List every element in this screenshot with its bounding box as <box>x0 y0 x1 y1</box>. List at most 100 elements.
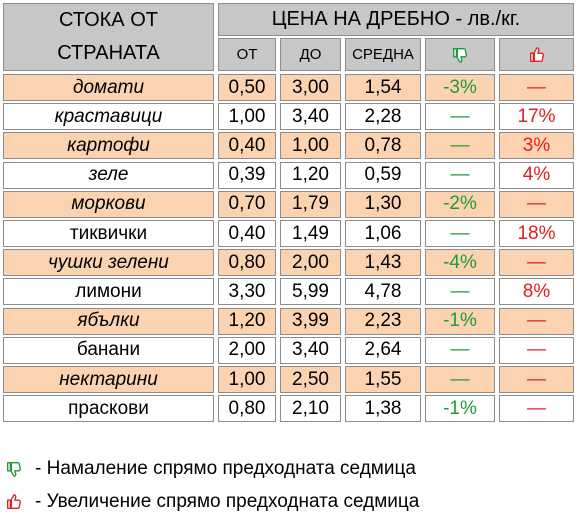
table-row: лимони 3,30 5,99 4,78—8% <box>0 278 577 306</box>
cell-up: — <box>499 336 574 364</box>
legend-up-text: - Увеличение спрямо предходната седмица <box>35 491 420 512</box>
cell-name: домати <box>3 74 214 101</box>
cell-up: — <box>499 366 574 393</box>
cell-name: лимони <box>3 278 214 306</box>
cell-avg: 4,78 <box>345 278 421 306</box>
cell-avg: 1,54 <box>345 74 421 101</box>
cell-down: — <box>425 132 495 160</box>
cell-from: 2,00 <box>218 336 276 364</box>
cell-up: — <box>499 190 574 218</box>
header-down <box>425 38 495 71</box>
thumb-down-green-icon <box>5 460 23 478</box>
cell-down: — <box>425 336 495 364</box>
table-row: ябълки 1,20 3,99 2,23 -1% — <box>0 307 577 335</box>
legend-up: - Увеличение спрямо предходната седмица <box>5 491 419 513</box>
table-row: банани 2,00 3,40 2,64— — <box>0 336 577 364</box>
cell-avg: 1,43 <box>345 249 421 277</box>
cell-to: 3,40 <box>280 336 341 364</box>
cell-to: 3,00 <box>280 74 341 101</box>
cell-down: -2% <box>425 190 495 218</box>
legend-down: - Намаление спрямо предходната седмица <box>5 458 416 480</box>
cell-to: 1,49 <box>280 220 341 247</box>
thumb-up-red-icon <box>5 493 23 511</box>
cell-avg: 0,59 <box>345 161 421 189</box>
cell-to: 2,10 <box>280 395 341 423</box>
product-header: СТОКА ОТ СТРАНАТА <box>3 3 214 71</box>
cell-down: — <box>425 366 495 393</box>
table-row: краставици 1,00 3,40 2,28—17% <box>0 103 577 131</box>
product-header-line2: СТРАНАТА <box>57 42 160 64</box>
cell-name: праскови <box>3 395 214 423</box>
cell-up: 17% <box>499 103 574 131</box>
cell-name: моркови <box>3 190 214 218</box>
cell-name: банани <box>3 336 214 364</box>
cell-from: 0,70 <box>218 190 276 218</box>
cell-name: зеле <box>3 161 214 189</box>
cell-from: 0,40 <box>218 220 276 247</box>
cell-down: — <box>425 161 495 189</box>
cell-to: 1,79 <box>280 190 341 218</box>
cell-avg: 2,64 <box>345 336 421 364</box>
cell-to: 1,00 <box>280 132 341 160</box>
cell-name: картофи <box>3 132 214 160</box>
cell-to: 2,50 <box>280 366 341 393</box>
header-to: ДО <box>280 38 341 71</box>
cell-from: 1,00 <box>218 103 276 131</box>
header-up <box>499 38 574 71</box>
cell-to: 1,20 <box>280 161 341 189</box>
cell-avg: 2,23 <box>345 307 421 335</box>
cell-to: 5,99 <box>280 278 341 306</box>
cell-down: -4% <box>425 249 495 277</box>
cell-from: 0,50 <box>218 74 276 101</box>
header-avg: СРЕДНА <box>345 38 421 71</box>
cell-up: — <box>499 395 574 423</box>
cell-up: 8% <box>499 278 574 306</box>
cell-down: -1% <box>425 307 495 335</box>
cell-up: — <box>499 74 574 101</box>
cell-avg: 1,30 <box>345 190 421 218</box>
table-row: праскови 0,80 2,10 1,38 -1% — <box>0 395 577 423</box>
cell-avg: 2,28 <box>345 103 421 131</box>
table-row: зеле 0,39 1,20 0,59—4% <box>0 161 577 189</box>
cell-avg: 1,38 <box>345 395 421 423</box>
product-header-line1: СТОКА ОТ <box>59 9 158 31</box>
cell-from: 0,40 <box>218 132 276 160</box>
cell-to: 3,40 <box>280 103 341 131</box>
cell-name: ябълки <box>3 307 214 335</box>
thumb-up-red-icon <box>529 46 544 62</box>
cell-name: нектарини <box>3 366 214 393</box>
cell-from: 1,00 <box>218 366 276 393</box>
price-title: ЦЕНА НА ДРЕБНО - лв./кг. <box>218 3 574 36</box>
header-from: ОТ <box>218 38 276 71</box>
table-row: картофи 0,40 1,00 0,78—3% <box>0 132 577 160</box>
cell-from: 1,20 <box>218 307 276 335</box>
table-row: чушки зелени 0,80 2,00 1,43 -4% — <box>0 249 577 277</box>
cell-name: краставици <box>3 103 214 131</box>
cell-up: 4% <box>499 161 574 189</box>
table-row: моркови 0,70 1,79 1,30 -2% — <box>0 190 577 218</box>
cell-down: — <box>425 278 495 306</box>
legend-down-text: - Намаление спрямо предходната седмица <box>35 458 416 479</box>
cell-to: 3,99 <box>280 307 341 335</box>
cell-from: 0,80 <box>218 249 276 277</box>
cell-to: 2,00 <box>280 249 341 277</box>
cell-avg: 1,55 <box>345 366 421 393</box>
cell-from: 0,39 <box>218 161 276 189</box>
cell-down: -1% <box>425 395 495 423</box>
cell-down: — <box>425 220 495 247</box>
cell-name: чушки зелени <box>3 249 214 277</box>
table-row: тиквички 0,40 1,49 1,06—18% <box>0 220 577 247</box>
table-row: домати 0,50 3,00 1,54 -3% — <box>0 74 577 101</box>
table-row: нектарини 1,00 2,50 1,55— — <box>0 366 577 393</box>
cell-down: -3% <box>425 74 495 101</box>
cell-from: 3,30 <box>218 278 276 306</box>
cell-up: 3% <box>499 132 574 160</box>
cell-from: 0,80 <box>218 395 276 423</box>
cell-up: — <box>499 249 574 277</box>
cell-avg: 0,78 <box>345 132 421 160</box>
thumb-down-green-icon <box>453 47 467 63</box>
cell-name: тиквички <box>3 220 214 247</box>
cell-down: — <box>425 103 495 131</box>
cell-up: — <box>499 307 574 335</box>
cell-up: 18% <box>499 220 574 247</box>
